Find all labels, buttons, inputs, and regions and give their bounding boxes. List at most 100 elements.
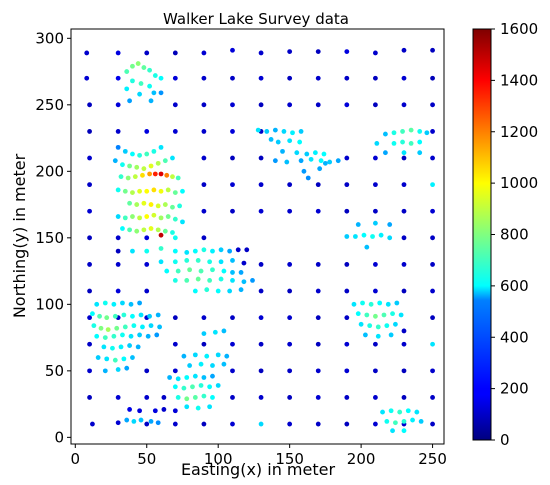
data-point (327, 159, 333, 165)
x-tick-label: 100 (204, 450, 233, 468)
data-point (87, 208, 92, 214)
data-point (152, 171, 158, 177)
data-point (148, 163, 154, 169)
data-point (115, 50, 121, 56)
data-point (87, 182, 92, 188)
data-point (201, 208, 207, 214)
data-point (352, 234, 358, 239)
data-point (344, 262, 350, 267)
data-point (172, 129, 178, 134)
data-point (258, 288, 264, 294)
data-point (401, 368, 407, 374)
data-point (227, 288, 233, 294)
data-point (224, 353, 230, 359)
data-point (344, 341, 350, 347)
data-point (170, 174, 175, 180)
data-point (344, 49, 350, 55)
data-point (184, 250, 190, 255)
data-point (165, 214, 171, 219)
data-point (344, 155, 350, 161)
data-point (181, 353, 187, 359)
data-point (204, 353, 210, 359)
data-point (430, 368, 435, 374)
data-point (204, 287, 210, 293)
data-point (215, 383, 221, 388)
data-point (122, 148, 128, 154)
data-point (164, 172, 170, 178)
data-point (201, 129, 207, 134)
data-point (373, 220, 378, 226)
data-point (344, 421, 350, 427)
chart-title: Walker Lake Survey data (163, 10, 349, 28)
data-point (120, 226, 125, 231)
data-point (137, 188, 142, 194)
data-point (304, 151, 310, 157)
data-point (157, 324, 163, 330)
data-point (315, 102, 321, 108)
data-point (344, 208, 350, 214)
data-point (95, 355, 101, 360)
data-point (230, 421, 235, 427)
data-point (152, 408, 158, 414)
data-point (184, 396, 190, 402)
data-point (172, 368, 178, 374)
data-point (201, 341, 207, 347)
data-point (315, 368, 321, 374)
data-point (165, 187, 171, 193)
y-tick-label: 200 (35, 162, 64, 180)
data-point (360, 300, 365, 306)
data-point (244, 247, 250, 253)
data-point (124, 86, 130, 92)
data-point (344, 75, 350, 81)
data-point (272, 158, 278, 164)
data-point (84, 75, 90, 81)
data-point (287, 315, 293, 321)
data-point (287, 182, 293, 188)
data-point (124, 69, 130, 74)
data-point (268, 137, 274, 142)
data-point (187, 363, 193, 368)
data-point (172, 341, 178, 347)
data-point (115, 367, 121, 372)
data-point (315, 262, 321, 267)
data-point (137, 91, 142, 97)
data-point (315, 421, 321, 427)
data-point (120, 162, 125, 168)
data-point (141, 227, 147, 233)
data-point (201, 375, 207, 380)
data-point (418, 418, 424, 424)
data-point (335, 158, 341, 164)
data-point (158, 171, 164, 177)
data-point (195, 258, 201, 263)
data-point (272, 127, 278, 133)
data-point (401, 235, 407, 241)
plot-frame (70, 28, 445, 445)
data-point (367, 323, 373, 329)
data-point (87, 102, 92, 108)
data-point (315, 208, 321, 214)
data-point (151, 212, 157, 218)
data-point (144, 262, 150, 267)
data-point (207, 384, 213, 390)
data-point (125, 175, 131, 181)
data-point (155, 420, 161, 426)
data-point (408, 127, 414, 133)
data-point (144, 129, 150, 134)
data-point (380, 409, 385, 415)
data-point (121, 356, 127, 362)
data-point (192, 373, 198, 379)
data-point (201, 102, 207, 108)
data-point (115, 395, 121, 400)
data-point (198, 361, 204, 367)
data-point (195, 405, 201, 411)
data-point (97, 313, 102, 319)
data-point (201, 155, 207, 161)
colorbar-tick-label: 1000 (500, 174, 538, 192)
data-point (135, 61, 141, 66)
data-point (201, 50, 207, 56)
data-point (172, 421, 178, 427)
data-point (401, 47, 407, 53)
data-point (218, 276, 224, 282)
x-tick-label: 50 (137, 450, 156, 468)
data-point (315, 182, 321, 188)
